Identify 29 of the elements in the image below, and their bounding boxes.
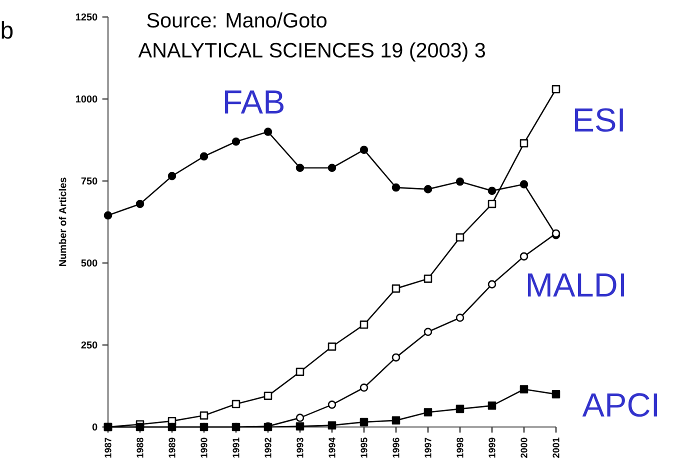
series-label: MALDI xyxy=(528,274,624,296)
x-tick-label: 1992 xyxy=(264,438,272,458)
x-tick-label: 1990 xyxy=(200,438,208,458)
x-tick-label: 1987 xyxy=(104,438,112,458)
series-label: APCI xyxy=(582,393,657,417)
annotation: Source: Mano/Goto xyxy=(147,12,327,28)
x-tick-label: 1998 xyxy=(456,438,464,458)
series-label: FAB xyxy=(225,90,284,114)
y-tick-label: 1250 xyxy=(76,13,98,21)
x-tick-label: 1997 xyxy=(424,438,432,458)
y-tick-label: 1000 xyxy=(76,95,98,103)
x-tick-label: 1999 xyxy=(488,438,496,458)
y-tick-label: 750 xyxy=(81,177,98,185)
x-tick-label: 1993 xyxy=(296,438,304,458)
y-tick-label: 500 xyxy=(81,259,98,267)
x-tick-label: 1995 xyxy=(360,438,368,458)
y-tick-label: 250 xyxy=(81,341,98,349)
x-tick-label: 1989 xyxy=(168,438,176,458)
x-tick-label: 2001 xyxy=(552,438,560,458)
y-axis-title: Number of Articles xyxy=(58,178,66,266)
x-tick-label: 1994 xyxy=(328,437,336,458)
x-tick-label: 1996 xyxy=(392,438,400,458)
x-tick-label: 2000 xyxy=(520,438,528,458)
y-tick-label: 0 xyxy=(92,423,98,431)
text: b xyxy=(2,21,13,39)
x-tick-label: 1991 xyxy=(232,438,240,458)
series-label: ESI xyxy=(575,108,623,132)
x-tick-label: 1988 xyxy=(136,438,144,458)
annotation: ANALYTICAL SCIENCES 19 (2003) 3 xyxy=(138,42,485,62)
